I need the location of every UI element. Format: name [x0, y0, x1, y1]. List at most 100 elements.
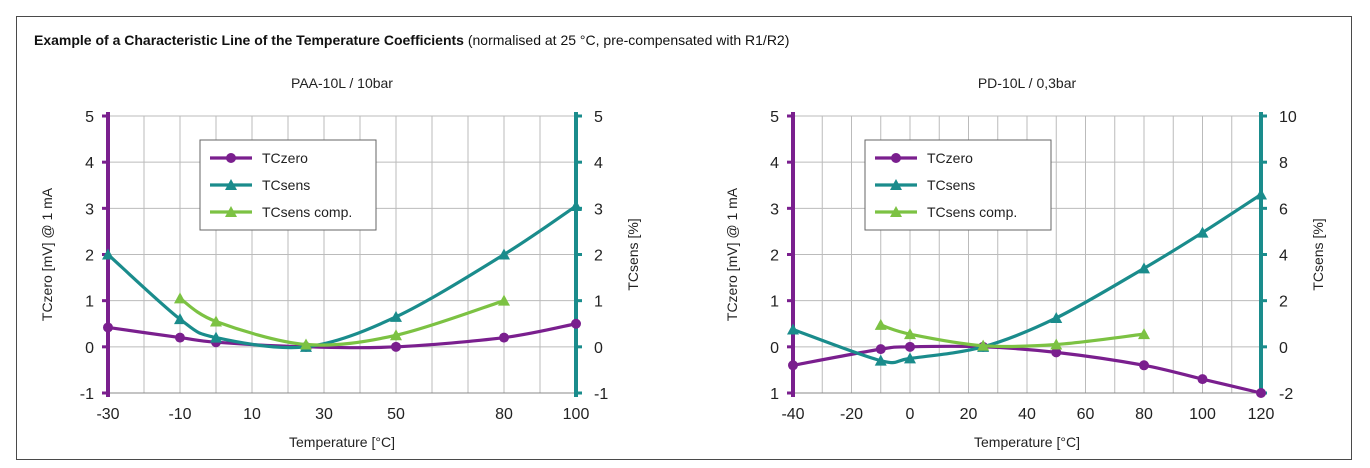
data-point [390, 310, 402, 322]
legend: TCzero TCsens TCsens comp. [199, 139, 377, 231]
caption-normal: (normalised at 25 °C, pre-compensated wi… [467, 32, 790, 48]
y-tick-label-left: 3 [770, 201, 779, 218]
chart-title: PAA-10L / 10bar [291, 75, 393, 91]
legend-swatch-marker [890, 179, 902, 190]
x-tick-label: 0 [906, 406, 915, 423]
data-point [1196, 226, 1209, 238]
x-tick-label: 100 [1189, 406, 1216, 423]
data-point [210, 331, 222, 343]
legend-label: TCzero [927, 150, 973, 166]
data-point [1051, 347, 1062, 358]
y-tick-label-right: -1 [594, 386, 608, 403]
legend-label: TCsens comp. [262, 204, 352, 220]
series-tcsens-comp [874, 318, 1150, 351]
x-tick-label: 40 [1018, 406, 1036, 423]
data-point [787, 323, 799, 335]
chart-title: PD-10L / 0,3bar [978, 75, 1077, 91]
y-tick-label-right: 4 [594, 155, 603, 172]
data-point [570, 200, 582, 212]
data-point [300, 338, 312, 350]
figure-frame [16, 16, 1352, 460]
x-tick-label: -30 [96, 406, 119, 423]
y-tick-label-left: -1 [80, 386, 94, 403]
data-point [1138, 328, 1150, 340]
data-point [977, 339, 990, 351]
data-point [499, 332, 509, 343]
data-point [498, 248, 510, 260]
series-tcsens-comp [174, 292, 510, 350]
y-axis-title-right: TCsens [%] [1310, 218, 1326, 290]
legend-swatch-marker [226, 153, 236, 163]
y-axis-title-left: TCzero [mV] @ 1 mA [39, 187, 55, 321]
data-point [1197, 374, 1208, 385]
y-tick-label-left: 0 [85, 340, 94, 357]
y-tick-label-left: 4 [770, 155, 779, 172]
data-point [875, 344, 886, 355]
data-point [174, 313, 186, 325]
chart-pd-10l: 1 -20 01 22 43 64 85 10-40 -20 0 20 40 60 80 100 120PD-… [724, 75, 1326, 450]
y-tick-label-left: 1 [85, 294, 94, 311]
x-tick-label: -40 [781, 406, 804, 423]
data-point [103, 322, 113, 333]
y-tick-label-right: 6 [1279, 201, 1288, 218]
data-point [1138, 262, 1150, 274]
data-point [874, 354, 887, 366]
data-point [1050, 338, 1063, 350]
y-tick-label-right: 1 [594, 294, 603, 311]
y-tick-label-left: 4 [85, 155, 94, 172]
y-tick-label-right: 8 [1279, 155, 1288, 172]
y-tick-label-right: 10 [1279, 109, 1297, 126]
data-point [905, 341, 915, 352]
legend-swatch-marker [225, 179, 237, 190]
x-tick-label: 10 [243, 406, 261, 423]
data-point [571, 318, 581, 329]
legend-swatch-marker [225, 206, 237, 217]
y-tick-label-left: 0 [770, 340, 779, 357]
legend-label: TCsens [927, 177, 975, 193]
data-point [391, 341, 401, 352]
x-tick-label: 50 [387, 406, 405, 423]
y-tick-label-left: 3 [85, 201, 94, 218]
x-tick-label: 30 [315, 406, 333, 423]
y-tick-label-left: 1 [770, 386, 779, 403]
data-point [390, 329, 402, 341]
y-tick-label-left: 5 [770, 109, 779, 126]
y-tick-label-right: 2 [1279, 294, 1288, 311]
x-tick-label: 80 [1135, 406, 1153, 423]
data-point [175, 332, 185, 343]
figure-caption: Example of a Characteristic Line of the … [34, 32, 789, 48]
y-axis-title-right: TCsens [%] [625, 218, 641, 290]
x-tick-label: 100 [563, 406, 590, 423]
series-line [179, 297, 505, 347]
y-tick-label-left: 2 [85, 248, 94, 265]
series-tczero [788, 341, 1266, 398]
x-tick-label: -10 [168, 406, 191, 423]
y-tick-label-right: 4 [1279, 248, 1288, 265]
data-point [904, 352, 916, 364]
legend-label: TCzero [262, 150, 308, 166]
y-tick-label-right: 5 [594, 109, 603, 126]
x-axis-title: Temperature [°C] [289, 434, 395, 450]
y-axis-title-left: TCzero [mV] @ 1 mA [724, 187, 740, 321]
legend-swatch-marker [890, 206, 902, 217]
chart-paa-10l: -1 -10 01 12 23 34 45 5-30 -10 10 30 50 80 100PAA-10L… [39, 75, 641, 450]
legend-label: TCsens comp. [927, 204, 1017, 220]
x-axis-title: Temperature [°C] [974, 434, 1080, 450]
caption-bold: Example of a Characteristic Line of the … [34, 32, 464, 48]
data-point [174, 292, 186, 304]
y-tick-label-right: 0 [1279, 340, 1288, 357]
x-tick-label: -20 [840, 406, 863, 423]
x-tick-label: 60 [1077, 406, 1095, 423]
data-point [874, 318, 887, 330]
x-tick-label: 80 [495, 406, 513, 423]
data-point [1255, 188, 1267, 200]
legend-swatch-marker [891, 153, 901, 163]
data-point [102, 248, 114, 260]
y-tick-label-right: -2 [1279, 386, 1293, 403]
x-tick-label: 20 [960, 406, 978, 423]
data-point [210, 315, 222, 327]
y-tick-label-left: 5 [85, 109, 94, 126]
data-point [788, 360, 798, 371]
x-tick-label: 120 [1248, 406, 1275, 423]
data-point [1256, 388, 1266, 398]
